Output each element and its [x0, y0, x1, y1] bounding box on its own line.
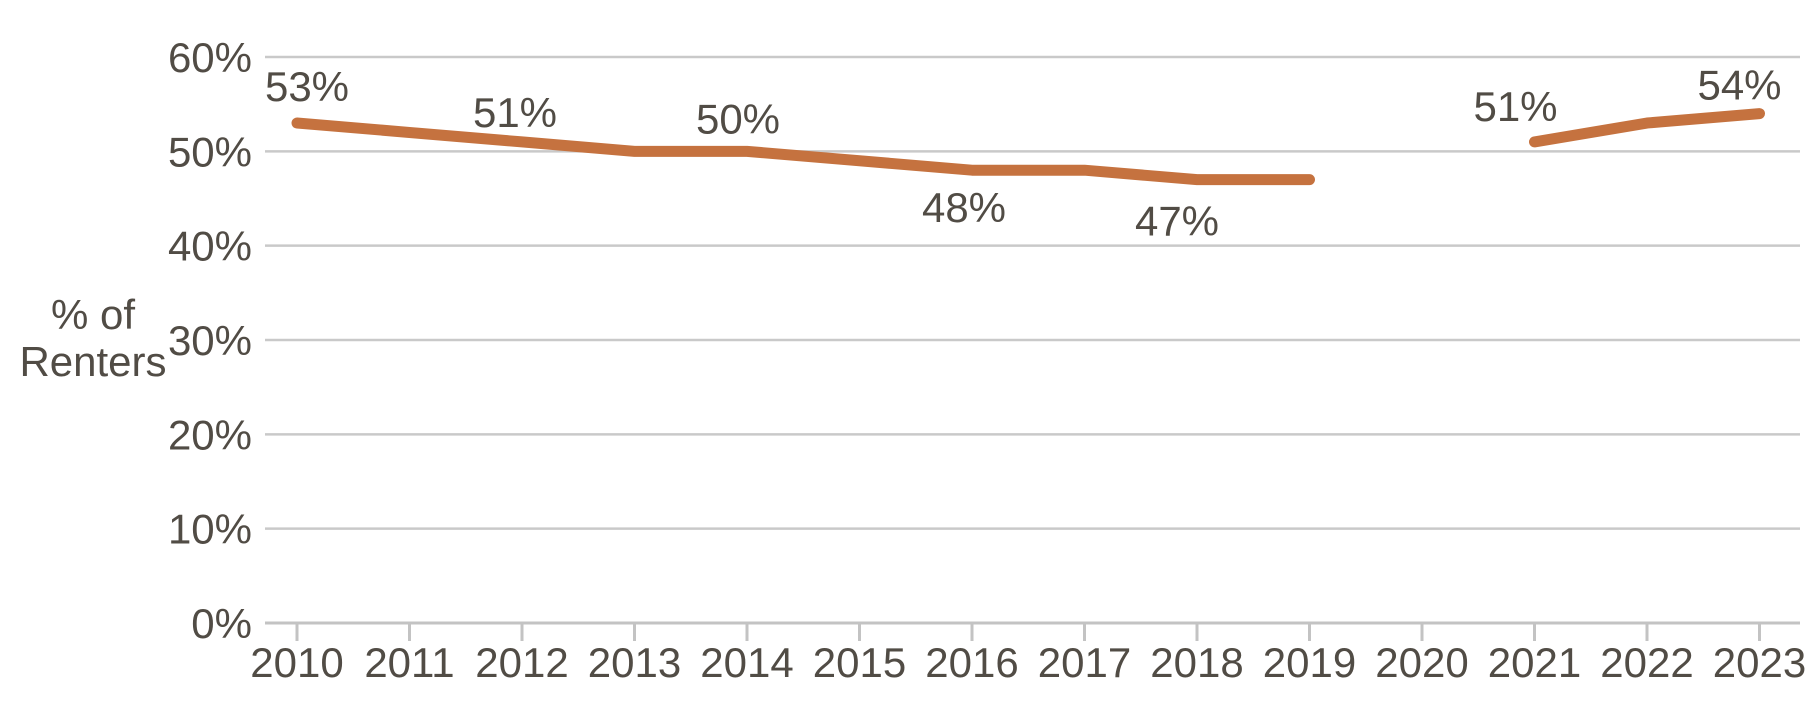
y-tick-label: 10% [168, 506, 252, 553]
data-label: 53% [265, 63, 349, 110]
x-tick-label: 2020 [1375, 639, 1468, 686]
series-line-segment [1529, 108, 1765, 148]
y-tick-label: 30% [168, 317, 252, 364]
data-label: 54% [1697, 62, 1781, 109]
x-tick-label: 2017 [1038, 639, 1131, 686]
data-label: 51% [473, 89, 557, 136]
x-tick-label: 2023 [1713, 639, 1806, 686]
x-tick-label: 2022 [1600, 639, 1693, 686]
y-tick-label: 20% [168, 411, 252, 458]
x-tick-label: 2015 [813, 639, 906, 686]
data-label: 50% [696, 95, 780, 142]
x-tick-label: 2018 [1150, 639, 1243, 686]
x-tick-label: 2013 [588, 639, 681, 686]
y-axis-title: % of Renters [0, 291, 186, 385]
x-tick-label: 2011 [364, 639, 454, 686]
y-tick-label: 40% [168, 223, 252, 270]
y-tick-label: 50% [168, 128, 252, 175]
y-axis-title-line1: % of [50, 291, 136, 338]
series-line-segment [291, 117, 1315, 186]
data-label: 47% [1135, 198, 1219, 245]
x-tick-label: 2014 [700, 639, 793, 686]
data-label: 48% [922, 184, 1006, 231]
x-tick-label: 2010 [250, 639, 343, 686]
y-tick-label: 0% [191, 600, 252, 647]
y-tick-label: 60% [168, 34, 252, 81]
x-tick-label: 2012 [475, 639, 568, 686]
x-tick-label: 2016 [925, 639, 1018, 686]
x-tick-label: 2019 [1263, 639, 1356, 686]
x-tick-label: 2021 [1488, 639, 1581, 686]
y-axis-title-line2: Renters [19, 338, 167, 385]
data-label: 51% [1473, 83, 1557, 130]
